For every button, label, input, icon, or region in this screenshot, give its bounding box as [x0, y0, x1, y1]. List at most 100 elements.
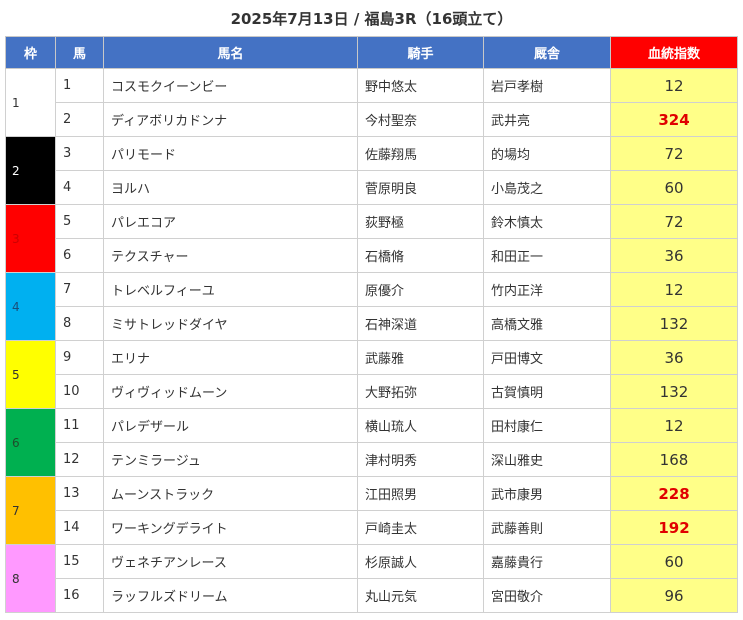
horse-number-cell: 8: [55, 306, 104, 341]
horse-name-cell: ムーンストラック: [103, 476, 358, 511]
horse-name-cell: ヨルハ: [103, 170, 358, 205]
horse-name-cell: テクスチャー: [103, 238, 358, 273]
table-row: 2 3 パリモード 佐藤翔馬 的場均 72: [5, 136, 738, 205]
horse-name-cell: エリナ: [103, 340, 358, 375]
table-row: 14 ワーキングデライト 戸崎圭太 武藤善則 192: [6, 510, 738, 545]
jockey-cell: 大野拓弥: [357, 374, 484, 409]
page-title: 2025年7月13日 / 福島3R（16頭立て）: [230, 10, 513, 28]
stable-cell: 小島茂之: [483, 170, 611, 205]
stable-cell: 戸田博文: [483, 340, 611, 375]
jockey-cell: 原優介: [357, 272, 484, 307]
horse-name-cell: テンミラージュ: [103, 442, 358, 477]
waku-cell: 6: [5, 408, 56, 477]
pedigree-index-cell: 72: [610, 136, 738, 171]
jockey-cell: 津村明秀: [357, 442, 484, 477]
stable-cell: 嘉藤貴行: [483, 544, 611, 579]
horse-number-cell: 3: [55, 136, 104, 171]
jockey-cell: 丸山元気: [357, 578, 484, 613]
stable-cell: 深山雅史: [483, 442, 611, 477]
stable-cell: 宮田敬介: [483, 578, 611, 613]
horse-name-cell: ミサトレッドダイヤ: [103, 306, 358, 341]
table-row: 4 ヨルハ 菅原明良 小島茂之 60: [6, 170, 738, 205]
horse-number-cell: 4: [55, 170, 104, 205]
jockey-cell: 佐藤翔馬: [357, 136, 484, 171]
header-waku: 枠: [5, 36, 56, 69]
horse-name-cell: ラッフルズドリーム: [103, 578, 358, 613]
horse-number-cell: 6: [55, 238, 104, 273]
table-row: 5 9 エリナ 武藤雅 戸田博文 36: [5, 340, 738, 409]
pedigree-index-cell: 60: [610, 544, 738, 579]
horse-name-cell: ワーキングデライト: [103, 510, 358, 545]
pedigree-index-cell: 12: [610, 68, 738, 103]
waku-cell: 3: [5, 204, 56, 273]
horse-number-cell: 2: [55, 102, 104, 137]
stable-cell: 岩戸孝樹: [483, 68, 611, 103]
horse-name-cell: パレデザール: [103, 408, 358, 443]
horse-name-cell: ヴィヴィッドムーン: [103, 374, 358, 409]
horse-name-cell: ヴェネチアンレース: [103, 544, 358, 579]
table-row: 6 11 パレデザール 横山琉人 田村康仁 12: [5, 408, 738, 477]
waku-cell: 8: [5, 544, 56, 613]
table-row: 6 テクスチャー 石橋脩 和田正一 36: [6, 238, 738, 273]
stable-cell: 和田正一: [483, 238, 611, 273]
table-row: 8 15 ヴェネチアンレース 杉原誠人 嘉藤貴行 60: [5, 544, 738, 613]
horse-name-cell: トレベルフィーユ: [103, 272, 358, 307]
horse-number-cell: 1: [55, 68, 104, 103]
stable-cell: 武市康男: [483, 476, 611, 511]
table-row: 10 ヴィヴィッドムーン 大野拓弥 古賀慎明 132: [6, 374, 738, 409]
table-body: 1 1 コスモクイーンビー 野中悠太 岩戸孝樹 12 2 ディアボリカドンナ 今村聖奈 武井亮 32…: [5, 68, 738, 613]
stable-cell: 田村康仁: [483, 408, 611, 443]
stable-cell: 鈴木慎太: [483, 204, 611, 239]
stable-cell: 高橋文雅: [483, 306, 611, 341]
horse-number-cell: 11: [55, 408, 104, 443]
pedigree-index-cell: 12: [610, 408, 738, 443]
stable-cell: 竹内正洋: [483, 272, 611, 307]
horse-number-cell: 16: [55, 578, 104, 613]
waku-cell: 5: [5, 340, 56, 409]
pedigree-index-cell: 168: [610, 442, 738, 477]
jockey-cell: 戸崎圭太: [357, 510, 484, 545]
jockey-cell: 杉原誠人: [357, 544, 484, 579]
table-row: 2 ディアボリカドンナ 今村聖奈 武井亮 324: [6, 102, 738, 137]
jockey-cell: 菅原明良: [357, 170, 484, 205]
pedigree-index-cell: 36: [610, 238, 738, 273]
table-row: 1 1 コスモクイーンビー 野中悠太 岩戸孝樹 12: [5, 68, 738, 137]
horse-name-cell: コスモクイーンビー: [103, 68, 358, 103]
horse-name-cell: ディアボリカドンナ: [103, 102, 358, 137]
horse-number-cell: 10: [55, 374, 104, 409]
horse-number-cell: 14: [55, 510, 104, 545]
jockey-cell: 荻野極: [357, 204, 484, 239]
horse-number-cell: 15: [55, 544, 104, 579]
table-row: 16 ラッフルズドリーム 丸山元気 宮田敬介 96: [6, 578, 738, 613]
horse-number-cell: 12: [55, 442, 104, 477]
header-pedigree-index: 血統指数: [610, 36, 738, 69]
horse-number-cell: 9: [55, 340, 104, 375]
pedigree-index-cell: 192: [610, 510, 738, 545]
horse-number-cell: 13: [55, 476, 104, 511]
header-horse-number: 馬: [55, 36, 104, 69]
stable-cell: 的場均: [483, 136, 611, 171]
jockey-cell: 武藤雅: [357, 340, 484, 375]
jockey-cell: 今村聖奈: [357, 102, 484, 137]
table-row: 12 テンミラージュ 津村明秀 深山雅史 168: [6, 442, 738, 477]
jockey-cell: 横山琉人: [357, 408, 484, 443]
pedigree-index-cell: 60: [610, 170, 738, 205]
jockey-cell: 石橋脩: [357, 238, 484, 273]
stable-cell: 武井亮: [483, 102, 611, 137]
pedigree-index-cell: 12: [610, 272, 738, 307]
pedigree-index-cell: 72: [610, 204, 738, 239]
stable-cell: 武藤善則: [483, 510, 611, 545]
jockey-cell: 野中悠太: [357, 68, 484, 103]
horse-number-cell: 7: [55, 272, 104, 307]
jockey-cell: 石神深道: [357, 306, 484, 341]
pedigree-index-cell: 36: [610, 340, 738, 375]
horse-name-cell: パレエコア: [103, 204, 358, 239]
horse-name-cell: パリモード: [103, 136, 358, 171]
waku-cell: 4: [5, 272, 56, 341]
header-horse-name: 馬名: [103, 36, 358, 69]
horse-number-cell: 5: [55, 204, 104, 239]
header-jockey: 騎手: [357, 36, 484, 69]
pedigree-index-cell: 228: [610, 476, 738, 511]
pedigree-index-cell: 96: [610, 578, 738, 613]
waku-cell: 1: [5, 68, 56, 137]
